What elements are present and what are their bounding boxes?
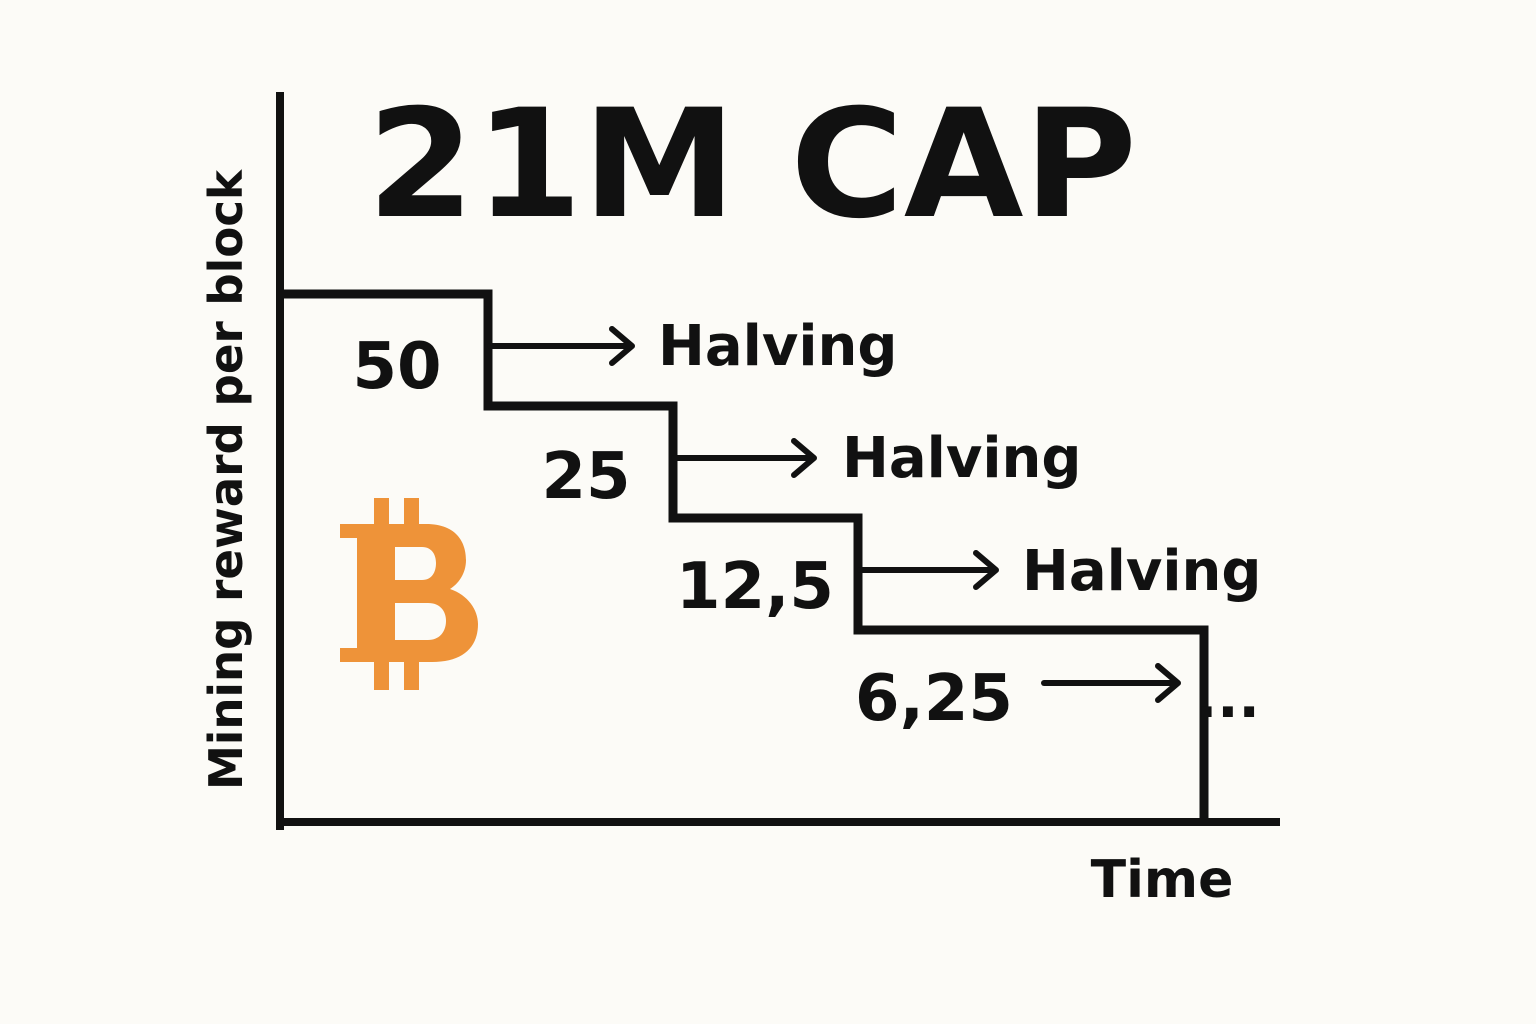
y-axis-label: Mining reward per block <box>199 169 253 790</box>
bitcoin-logo-icon <box>340 498 478 690</box>
data-label-12-5: 12,5 <box>676 550 834 624</box>
annotation-ellipsis: ... <box>1196 666 1260 731</box>
annotation-halving-1: Halving <box>658 314 898 379</box>
data-label-6-25: 6,25 <box>855 662 1013 736</box>
arrow-icon <box>857 550 999 590</box>
halving-arrows <box>487 326 1181 703</box>
data-label-25: 25 <box>541 440 630 514</box>
arrow-icon <box>671 438 817 478</box>
annotation-halving-3: Halving <box>1022 539 1262 604</box>
data-label-50: 50 <box>352 330 441 404</box>
reward-step-line <box>282 289 1209 818</box>
arrow-icon <box>1041 663 1181 703</box>
annotation-halving-2: Halving <box>842 426 1082 491</box>
arrow-icon <box>487 326 635 366</box>
chart-title: 21M CAP <box>367 78 1137 252</box>
x-axis-label: Time <box>1091 850 1234 910</box>
